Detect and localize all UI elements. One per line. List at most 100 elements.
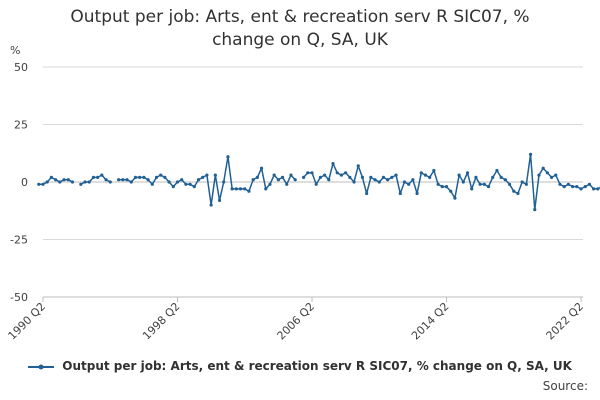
data-point [87,180,91,184]
data-point [301,175,306,179]
y-axis: % 50 25 0 -25 -50 [10,44,28,304]
data-point [226,155,230,159]
y-tick-label: 25 [14,119,28,132]
data-point [192,185,196,189]
data-point [146,178,150,182]
data-point [100,173,104,177]
gridlines [43,66,583,298]
data-point [524,182,528,186]
data-point [318,175,323,179]
data-point [554,173,558,177]
data-point [520,180,524,184]
data-point [587,182,592,186]
data-point [117,178,121,182]
data-point [507,182,512,186]
data-point [104,178,108,182]
data-point [428,175,432,179]
data-point [562,185,566,189]
data-point [180,178,184,182]
data-point [125,178,129,182]
data-point [91,175,96,179]
data-point [154,175,159,179]
data-point [205,173,209,177]
data-point [150,182,154,186]
data-point [512,189,516,193]
data-point [285,182,289,186]
data-point [348,175,352,179]
data-point [596,187,600,191]
data-point [306,171,310,175]
data-point [356,164,360,168]
data-point [453,196,457,200]
data-point [62,178,66,182]
data-point [495,168,499,173]
data-point [314,182,318,186]
data-point [440,185,444,189]
data-point [394,173,398,177]
data-point [310,171,314,175]
data-point [238,187,243,191]
data-point [159,173,163,177]
data-point [465,171,470,175]
data-point [482,182,486,186]
data-point [96,175,100,179]
data-point [344,171,348,175]
data-point [402,180,407,184]
data-point [444,185,449,189]
data-point [499,175,503,179]
data-point [293,178,297,182]
data-point [222,180,226,184]
chart-title-line-2: change on Q, SA, UK [212,30,388,50]
data-point [201,175,205,179]
data-point [537,173,541,177]
data-point [175,180,180,184]
y-tick-label: -25 [10,234,28,247]
series-points [37,152,600,212]
data-point [570,185,575,189]
data-point [49,175,54,179]
data-point [575,185,579,189]
data-point [533,208,537,212]
data-point [386,178,390,182]
data-point [503,178,507,182]
chart-title-line-1: Output per job: Arts, ent & recreation s… [70,7,530,27]
data-point [436,182,440,186]
data-point [423,173,428,177]
data-point [83,180,87,184]
data-point [108,180,112,184]
data-point [243,187,247,191]
data-point [66,178,70,182]
data-point [461,180,465,184]
data-point [491,175,495,179]
data-point [184,182,188,186]
data-point [264,187,268,191]
data-point [583,185,587,189]
x-tick-label: 1998 Q2 [140,300,183,343]
x-tick-label: 2022 Q2 [544,300,587,343]
data-point [432,168,436,173]
data-point [419,171,423,175]
data-point [213,173,217,177]
data-point [79,182,83,186]
series-line [38,153,600,211]
data-point [138,175,142,179]
data-point [323,173,327,177]
data-point [41,182,45,186]
data-point [272,173,276,177]
data-point [54,178,58,182]
legend-label: Output per job: Arts, ent & recreation s… [62,359,572,373]
data-point [247,189,251,193]
data-point [365,191,369,196]
data-point [280,175,285,179]
data-point [360,175,365,179]
data-point [331,162,335,166]
x-tick-label: 2014 Q2 [409,300,452,343]
data-point [377,180,381,184]
data-point [289,173,293,177]
data-point [486,185,491,189]
source-label: Source: [542,379,588,393]
series-line-segment [303,153,600,211]
y-tick-label: -50 [10,291,28,304]
data-point [196,178,201,182]
